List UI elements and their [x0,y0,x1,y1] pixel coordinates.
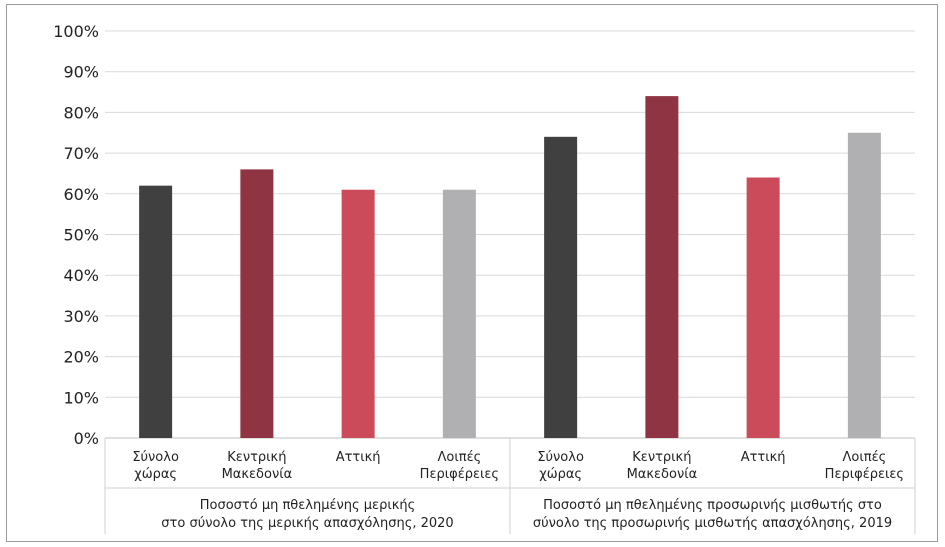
y-tick-label: 80% [63,103,99,122]
y-tick-label: 70% [63,144,99,163]
category-label: Κεντρική [227,450,286,465]
group-label: στο σύνολο της μερικής απασχόλησης, 2020 [161,516,453,531]
category-label: Μακεδονία [222,467,293,482]
bar [544,136,578,438]
category-label: Μακεδονία [627,467,698,482]
category-label: χώρας [539,467,582,482]
bar [442,189,476,438]
category-label: Περιφέρειες [825,467,904,482]
category-label: Λοιπές [438,450,482,465]
group-label: Ποσοστό μη πθελημένης προσωρινής μισθωτή… [543,498,882,513]
bar [139,185,173,438]
bar [847,132,881,438]
group-label: Ποσοστό μη πθελημένης μερικής [200,498,416,513]
y-tick-label: 40% [63,266,99,285]
category-label: Σύνολο [132,450,179,465]
y-tick-label: 90% [63,63,99,82]
y-tick-label: 50% [63,226,99,245]
y-tick-label: 20% [63,348,99,367]
bar [645,96,679,439]
category-label: Σύνολο [537,450,584,465]
y-tick-label: 10% [63,388,99,407]
y-tick-label: 60% [63,185,99,204]
category-label: Λοιπές [843,450,887,465]
y-tick-label: 0% [74,429,99,448]
y-tick-label: 100% [53,22,99,41]
bar [240,169,274,438]
category-label: Αττική [336,450,381,465]
bar [746,177,780,438]
bar [341,189,375,438]
category-label: Περιφέρειες [420,467,499,482]
category-label: Αττική [741,450,786,465]
category-label: χώρας [134,467,177,482]
category-label: Κεντρική [632,450,691,465]
group-label: σύνολο της προσωρινής μισθωτής απασχόλησ… [533,516,892,531]
y-tick-label: 30% [63,307,99,326]
